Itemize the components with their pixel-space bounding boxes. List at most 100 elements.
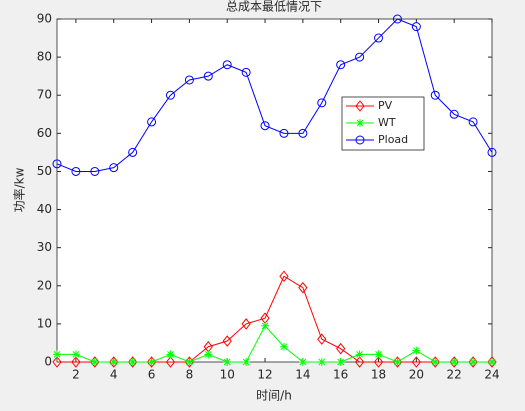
marker xyxy=(298,358,307,366)
marker xyxy=(128,358,137,366)
marker xyxy=(356,119,364,127)
marker xyxy=(109,163,119,173)
x-tick-label: 16 xyxy=(333,368,348,382)
marker xyxy=(241,67,251,77)
marker xyxy=(53,350,61,359)
chart-title: 总成本最低情况下 xyxy=(226,0,322,14)
y-tick-label: 50 xyxy=(37,164,52,178)
x-tick-label: 20 xyxy=(409,368,424,382)
marker xyxy=(52,356,62,368)
marker xyxy=(469,358,478,366)
y-tick-label: 10 xyxy=(37,316,52,330)
marker xyxy=(165,356,176,368)
marker xyxy=(223,358,232,366)
marker xyxy=(241,318,251,330)
y-tick-label: 20 xyxy=(37,278,52,292)
legend-label: Pload xyxy=(378,133,408,146)
marker xyxy=(487,356,497,368)
marker xyxy=(261,321,270,330)
x-tick-label: 2 xyxy=(72,368,80,382)
marker xyxy=(298,128,308,138)
marker xyxy=(204,350,213,359)
marker xyxy=(431,358,440,366)
marker xyxy=(336,358,345,366)
y-tick-label: 60 xyxy=(37,126,52,140)
marker xyxy=(90,358,99,366)
x-tick-label: 22 xyxy=(447,368,462,382)
marker xyxy=(298,281,308,294)
marker xyxy=(166,350,175,359)
marker xyxy=(317,358,326,366)
legend-label: PV xyxy=(378,99,393,112)
x-tick-label: 8 xyxy=(186,368,194,382)
x-axis-label: 时间/h xyxy=(256,389,292,403)
marker xyxy=(412,346,421,355)
marker xyxy=(184,356,195,368)
marker xyxy=(354,356,365,368)
marker xyxy=(468,356,478,368)
y-tick-label: 80 xyxy=(37,50,52,64)
marker xyxy=(184,75,194,85)
marker xyxy=(355,135,365,145)
x-tick-label: 6 xyxy=(148,368,156,382)
marker xyxy=(488,358,496,366)
marker xyxy=(71,350,80,359)
marker xyxy=(52,159,62,169)
x-tick-label: 24 xyxy=(484,368,499,382)
marker xyxy=(374,33,384,43)
marker xyxy=(146,356,157,368)
marker xyxy=(279,128,289,138)
marker xyxy=(393,358,402,366)
marker xyxy=(487,147,497,157)
marker xyxy=(90,356,100,368)
legend-label: WT xyxy=(378,116,396,129)
marker xyxy=(317,98,327,108)
marker xyxy=(355,100,365,112)
y-tick-label: 0 xyxy=(44,355,52,369)
marker xyxy=(355,350,364,359)
marker xyxy=(392,14,402,24)
plot-area xyxy=(57,19,492,362)
marker xyxy=(128,356,138,368)
marker xyxy=(449,109,459,119)
marker xyxy=(279,342,288,351)
marker xyxy=(109,356,119,368)
x-tick-label: 12 xyxy=(257,368,272,382)
marker xyxy=(411,22,421,32)
marker xyxy=(203,71,213,81)
marker xyxy=(109,358,118,366)
marker xyxy=(336,342,346,355)
marker xyxy=(317,333,327,345)
marker xyxy=(449,356,459,368)
marker xyxy=(90,166,100,176)
marker xyxy=(147,117,157,127)
marker xyxy=(373,356,384,368)
x-tick-label: 4 xyxy=(110,368,118,382)
marker xyxy=(71,356,81,368)
marker xyxy=(411,356,421,368)
marker xyxy=(165,90,175,100)
marker xyxy=(71,166,81,176)
marker xyxy=(242,358,251,366)
legend: PV WT Pload xyxy=(341,96,425,151)
x-tick-label: 18 xyxy=(371,368,386,382)
marker xyxy=(450,358,459,366)
marker xyxy=(185,358,194,366)
y-tick-label: 70 xyxy=(37,88,52,102)
marker xyxy=(147,358,156,366)
marker xyxy=(128,147,138,157)
marker xyxy=(260,121,270,131)
marker xyxy=(374,350,383,359)
marker xyxy=(279,270,289,283)
marker xyxy=(336,60,346,70)
y-tick-label: 90 xyxy=(37,12,52,26)
axes-box xyxy=(56,18,493,363)
x-tick-label: 10 xyxy=(220,368,235,382)
marker xyxy=(468,117,478,127)
y-tick-label: 40 xyxy=(37,202,52,216)
marker xyxy=(355,52,365,62)
x-tick-label: 14 xyxy=(295,368,310,382)
marker xyxy=(222,335,232,347)
